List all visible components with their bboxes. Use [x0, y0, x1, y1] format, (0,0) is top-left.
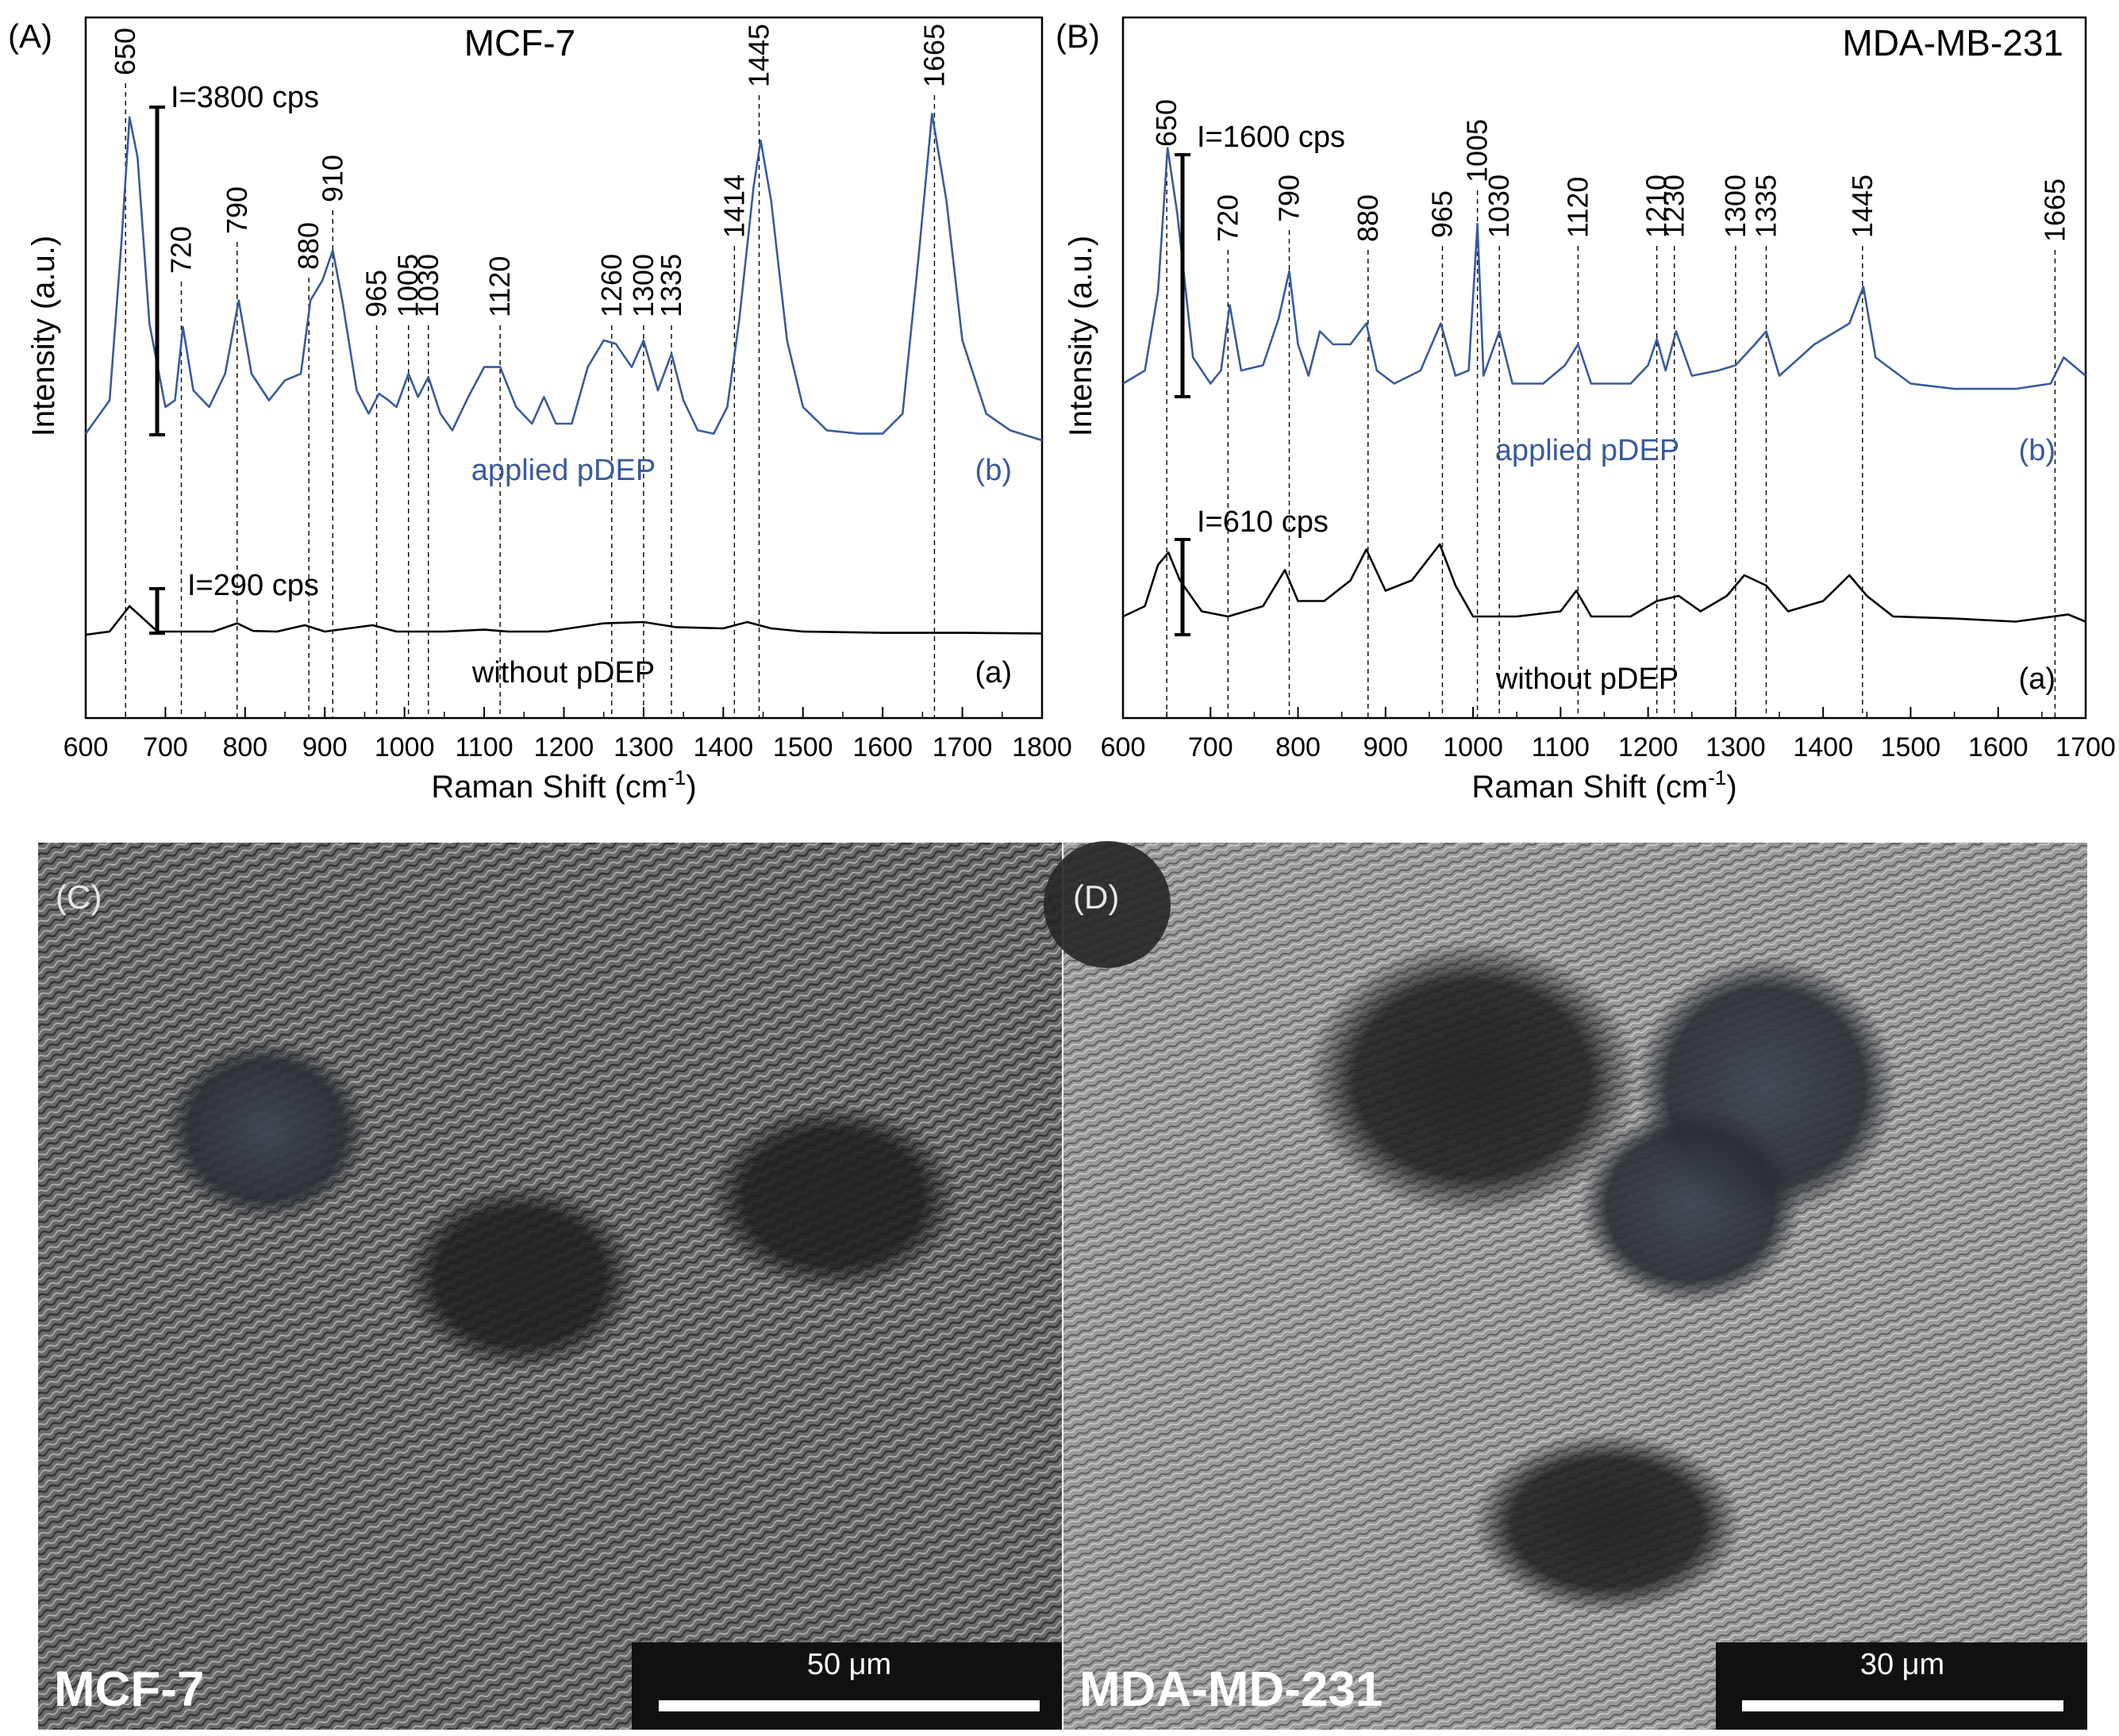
peak-label: 880 — [1352, 194, 1384, 242]
series-name: applied pDEP — [471, 454, 656, 487]
series-line — [1122, 543, 2086, 623]
x-tick-label: 800 — [1275, 732, 1321, 762]
peak-label: 1665 — [917, 24, 950, 87]
x-tick-label: 1400 — [1793, 732, 1853, 762]
x-tick-label: 900 — [1363, 732, 1408, 762]
peak-label: 1210 — [1640, 175, 1673, 238]
peak-label: 1445 — [743, 24, 775, 87]
peak-label: 1005 — [392, 254, 425, 317]
micrograph-c: 50 μm (C) MCF-7 — [38, 843, 1062, 1730]
chart-b: 600 700 800 900 1000 1100 1200 1300 1400 1500 1600… — [1056, 16, 2116, 805]
x-tick-label: 700 — [143, 732, 188, 762]
series-line — [84, 113, 1043, 442]
intensity-scale-label: I=610 cps — [1197, 505, 1329, 539]
peak-label: 1230 — [1658, 175, 1690, 238]
series-line — [1122, 147, 2086, 390]
peak-label: 1120 — [1561, 177, 1594, 238]
x-axis-label: Raman Shift (cm-1) — [431, 766, 696, 805]
x-axis-label-sup: -1 — [667, 766, 686, 789]
plot-frame — [84, 16, 1044, 720]
cell — [706, 1103, 960, 1293]
y-axis-label: Intensity (a.u.) — [26, 236, 61, 436]
peak-label: 720 — [165, 226, 198, 274]
x-tick-label: 600 — [63, 732, 109, 762]
series-name: without pDEP — [471, 656, 655, 689]
x-axis-label-sup: -1 — [1708, 766, 1726, 789]
y-axis-label: Intensity (a.u.) — [1063, 236, 1098, 436]
intensity-scale-label: I=290 cps — [187, 569, 319, 602]
x-tick-label: 1000 — [1443, 732, 1503, 762]
scale-bar-label: 30 μm — [1860, 1648, 1944, 1681]
x-tick-label: 1000 — [375, 732, 435, 762]
x-tick-label: 1700 — [2056, 732, 2116, 762]
series-line — [85, 605, 1043, 636]
intensity-scale-label: I=3800 cps — [171, 81, 319, 114]
chart-a: 600 700 800 900 1000 1100 1200 1300 1400 1500 1600… — [8, 16, 1072, 805]
x-tick-label: 1500 — [1881, 732, 1941, 762]
micrograph-d: 30 μm (D) MDA-MD-231 — [1044, 841, 2087, 1730]
peak-label: 1335 — [655, 254, 687, 317]
peak-label: 965 — [1425, 190, 1458, 238]
intensity-scale-label: I=1600 cps — [1197, 121, 1345, 154]
series-tag: (a) — [2019, 663, 2056, 696]
panel-label: (B) — [1056, 17, 1100, 55]
cell — [401, 1182, 639, 1373]
panel-label-d: (D) — [1073, 878, 1119, 916]
series-tag: (b) — [975, 454, 1012, 487]
chart-title: MDA-MB-231 — [1842, 22, 2063, 63]
series-tag: (b) — [2019, 434, 2056, 467]
peak-label: 1445 — [1846, 175, 1879, 238]
x-axis-label-close: ) — [686, 770, 696, 805]
x-tick-label: 600 — [1101, 732, 1146, 762]
peak-label: 1414 — [717, 175, 750, 238]
peak-label: 1335 — [1750, 175, 1782, 238]
peak-label: 790 — [221, 186, 253, 234]
x-tick-label: 1600 — [852, 732, 913, 762]
peak-label: 1665 — [2038, 179, 2071, 242]
peak-label: 1030 — [412, 254, 444, 317]
peak-label: 650 — [1150, 99, 1183, 147]
peak-label: 1120 — [483, 256, 516, 317]
x-tick-label: 1200 — [1618, 732, 1679, 762]
scale-bar-label: 50 μm — [807, 1648, 891, 1681]
cell — [163, 1039, 369, 1222]
cell — [1579, 1107, 1802, 1305]
x-tick-label: 900 — [302, 732, 348, 762]
peak-label: 1300 — [627, 254, 660, 317]
series-name: applied pDEP — [1495, 434, 1679, 467]
peak-label: 650 — [109, 28, 141, 75]
x-tick-label: 1600 — [1968, 732, 2029, 762]
x-tick-label: 1300 — [613, 732, 674, 762]
cell — [1472, 1432, 1742, 1615]
series-tag: (a) — [975, 656, 1012, 689]
x-tick-label: 1100 — [456, 732, 513, 762]
x-axis-label-close: ) — [1726, 770, 1736, 805]
x-tick-label: 1200 — [534, 732, 594, 762]
x-tick-label: 1700 — [933, 732, 993, 762]
x-tick-label: 1500 — [773, 732, 833, 762]
series-name: without pDEP — [1495, 663, 1679, 696]
panel-label-c: (C) — [56, 878, 102, 916]
panel-label: (A) — [8, 17, 52, 55]
peak-label: 790 — [1273, 175, 1306, 222]
x-tick-label: 1400 — [694, 732, 754, 762]
x-tick-label: 1800 — [1012, 732, 1072, 762]
sample-label: MCF-7 — [54, 1662, 204, 1717]
peak-label: 1300 — [1719, 175, 1752, 238]
peak-label: 965 — [360, 270, 393, 317]
peak-label: 1030 — [1483, 175, 1515, 238]
peak-label: 910 — [316, 155, 348, 202]
sample-label: MDA-MD-231 — [1079, 1662, 1383, 1717]
peak-label: 1260 — [595, 254, 628, 317]
peak-label: 720 — [1211, 194, 1244, 242]
cell — [1306, 940, 1639, 1218]
chart-title: MCF-7 — [464, 22, 576, 63]
x-tick-label: 800 — [222, 732, 267, 762]
x-tick-label: 1300 — [1706, 732, 1766, 762]
peak-label: 880 — [292, 222, 325, 270]
x-axis-label: Raman Shift (cm-1) — [1471, 766, 1736, 805]
peak-label: 1005 — [1461, 119, 1494, 182]
x-tick-label: 700 — [1188, 732, 1233, 762]
x-tick-label: 1100 — [1532, 732, 1590, 762]
